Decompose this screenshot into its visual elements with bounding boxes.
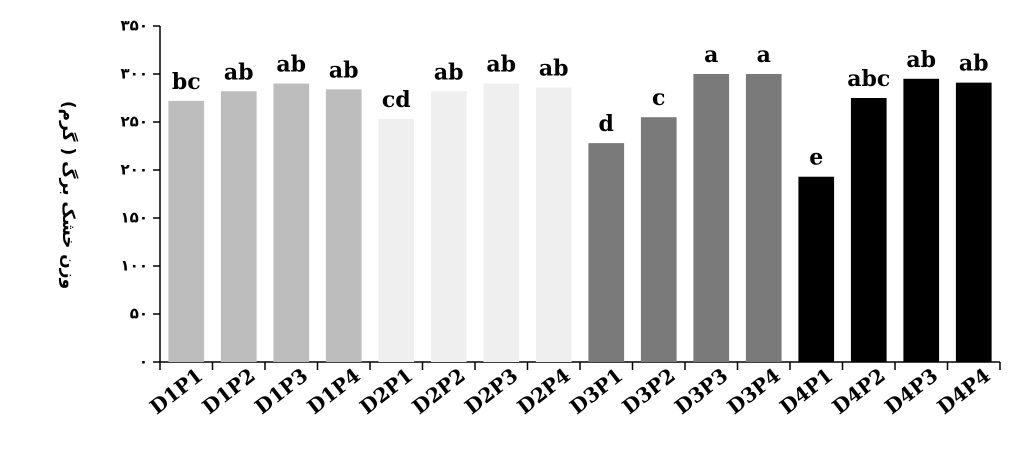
significance-label: ab	[906, 47, 936, 73]
category-label: D1P4	[303, 363, 365, 419]
bar-d3p2	[640, 117, 677, 362]
significance-label: ab	[486, 52, 516, 78]
category-label: D3P1	[565, 363, 627, 419]
y-tick-label: ۲۵۰	[121, 113, 148, 131]
significance-label: ab	[959, 51, 989, 77]
bar-d2p3	[483, 83, 520, 362]
bar-d4p4	[955, 82, 992, 362]
bar-d2p4	[535, 87, 572, 362]
category-label: D4P4	[933, 363, 995, 419]
significance-label: d	[599, 111, 614, 137]
x-axis-ticks	[159, 362, 1001, 370]
category-label: D2P1	[355, 363, 417, 419]
significance-label: c	[652, 85, 665, 111]
y-tick-label: ۱۵۰	[121, 209, 148, 227]
category-label: D2P3	[460, 363, 522, 419]
y-tick-label: ۵۰	[130, 305, 148, 323]
y-tick-label: ۰	[139, 353, 148, 371]
y-axis-ticks: ۰ ۵۰ ۱۰۰ ۱۵۰ ۲۰۰ ۲۵۰ ۳۰۰ ۳۵۰	[121, 17, 160, 371]
category-label: D2P2	[408, 363, 470, 419]
bar-d1p2	[220, 91, 257, 362]
significance-label: abc	[847, 66, 890, 92]
category-label: D4P3	[880, 363, 942, 419]
bar-d1p3	[273, 83, 310, 362]
bar-d4p1	[798, 176, 835, 362]
bar-d1p4	[325, 89, 362, 363]
y-axis-title: وزن خشک برگ ( گرم)	[58, 101, 79, 289]
significance-label: ab	[329, 57, 359, 83]
significance-label: ab	[434, 59, 464, 85]
bar-d1p1	[168, 100, 205, 362]
significance-label: bc	[172, 69, 201, 95]
category-label: D1P3	[250, 363, 312, 419]
bar-d4p3	[903, 78, 940, 363]
bars	[168, 74, 992, 363]
category-labels: D1P1D1P2D1P3D1P4D2P1D2P2D2P3D2P4D3P1D3P2…	[145, 363, 995, 419]
category-label: D2P4	[513, 363, 575, 419]
significance-label: ab	[539, 55, 569, 81]
bar-d3p1	[588, 143, 625, 362]
bar-d3p4	[745, 74, 782, 362]
category-label: D3P4	[723, 363, 785, 419]
bar-d4p2	[850, 98, 887, 362]
category-label: D3P2	[618, 363, 680, 419]
category-label: D1P2	[198, 363, 260, 419]
y-tick-label: ۲۰۰	[121, 161, 148, 179]
significance-label: ab	[224, 59, 254, 85]
category-label: D4P2	[828, 363, 890, 419]
bar-d2p1	[378, 119, 415, 363]
category-label: D3P3	[670, 363, 732, 419]
significance-label: a	[704, 42, 718, 68]
y-tick-label: ۳۵۰	[121, 17, 148, 35]
significance-label: cd	[382, 87, 411, 113]
significance-label: ab	[276, 52, 306, 78]
category-label: D1P1	[145, 363, 207, 419]
category-label: D4P1	[775, 363, 837, 419]
significance-label: e	[809, 145, 823, 171]
bar-d2p2	[430, 91, 467, 362]
significance-label: a	[757, 42, 771, 68]
y-tick-label: ۱۰۰	[121, 257, 148, 275]
y-tick-label: ۳۰۰	[121, 65, 148, 83]
bar-d3p3	[693, 74, 730, 362]
